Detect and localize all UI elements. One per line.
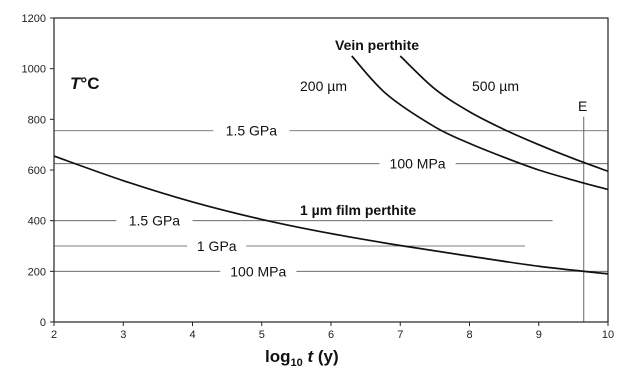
- x-tick-label-8: 10: [602, 329, 614, 341]
- x-tick-label-2: 4: [189, 329, 195, 341]
- series-line-2: [399, 55, 609, 173]
- x-tick-label-1: 3: [120, 329, 126, 341]
- vertical-line-label: E: [578, 98, 587, 114]
- ref-line-label-0: 1.5 GPa: [226, 123, 278, 139]
- ref-line-label-1: 100 MPa: [390, 156, 446, 172]
- x-axis-label-pre: log: [265, 347, 291, 366]
- y-axis-label: T°C: [70, 74, 99, 93]
- x-tick-label-5: 7: [397, 329, 403, 341]
- x-axis-label-post: (y): [313, 347, 339, 366]
- ref-line-label-4: 100 MPa: [230, 263, 286, 279]
- reference-lines: 1.5 GPa 100 MPa 1.5 GPa 1 GPa 100 MPa: [54, 116, 608, 322]
- x-axis-label: log10 t (y): [265, 347, 339, 366]
- curves: [53, 55, 609, 275]
- x-tick-label-0: 2: [51, 329, 57, 341]
- y-tick-label-3: 600: [28, 165, 46, 177]
- y-tick-label-5: 1000: [22, 64, 46, 76]
- ref-line-label-2: 1.5 GPa: [129, 213, 181, 229]
- y-tick-label-6: 1200: [22, 13, 46, 25]
- x-tick-label-3: 5: [259, 329, 265, 341]
- y-tick-label-4: 800: [28, 114, 46, 126]
- y-tick-label-0: 0: [40, 317, 46, 329]
- y-tick-label-2: 400: [28, 216, 46, 228]
- x-tick-label-7: 9: [536, 329, 542, 341]
- series-label-200um: 200 µm: [300, 78, 347, 94]
- series-label-500um: 500 µm: [472, 78, 519, 94]
- plot-frame: [53, 17, 609, 323]
- x-axis-label-var: t: [307, 347, 314, 366]
- curve-title-vein-perthite: Vein perthite: [335, 37, 419, 53]
- series-label-film-perthite: 1 µm film perthite: [300, 202, 416, 218]
- series-line-1: [351, 55, 609, 191]
- y-axis-label-var: T: [70, 74, 82, 93]
- y-tick-label-1: 200: [28, 266, 46, 278]
- chart-labels: T°C log10 t (y) Vein perthite 200 µm 500…: [70, 37, 587, 366]
- series-line-0: [53, 155, 609, 275]
- ref-line-label-3: 1 GPa: [197, 238, 237, 254]
- x-axis-label-sub: 10: [291, 357, 303, 366]
- axis-ticks: 2 3 4 5 6 7 8 9 10 0 200 400 600 800 1000 1200: [22, 13, 615, 341]
- x-tick-label-6: 8: [466, 329, 472, 341]
- x-tick-label-4: 6: [328, 329, 334, 341]
- y-axis-label-unit: °C: [80, 74, 99, 93]
